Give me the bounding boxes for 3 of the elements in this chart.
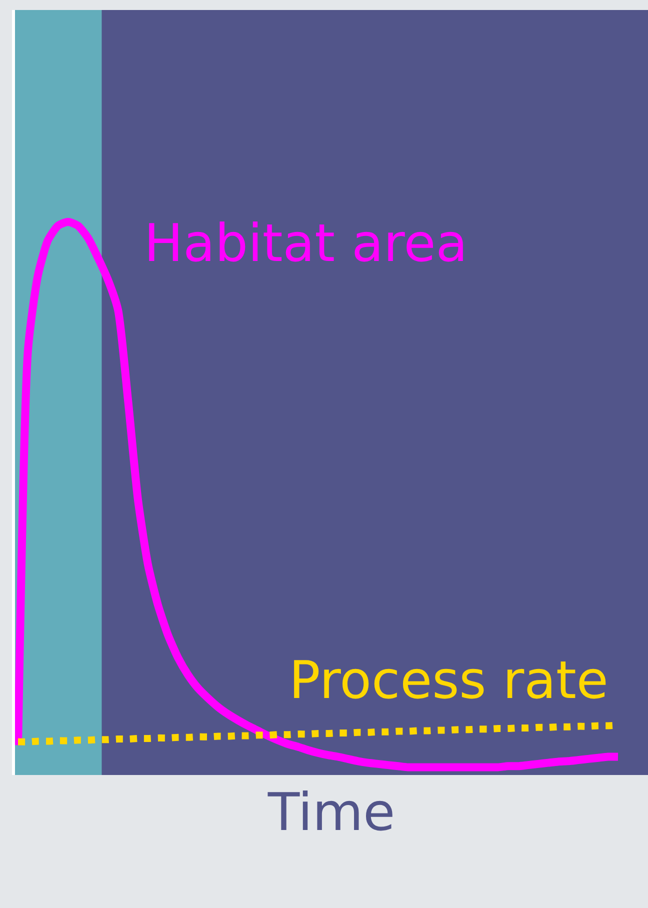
x-axis-title: Time <box>266 782 396 843</box>
series-label: Process rate <box>289 651 608 711</box>
series-label: Habitat area <box>144 214 468 274</box>
